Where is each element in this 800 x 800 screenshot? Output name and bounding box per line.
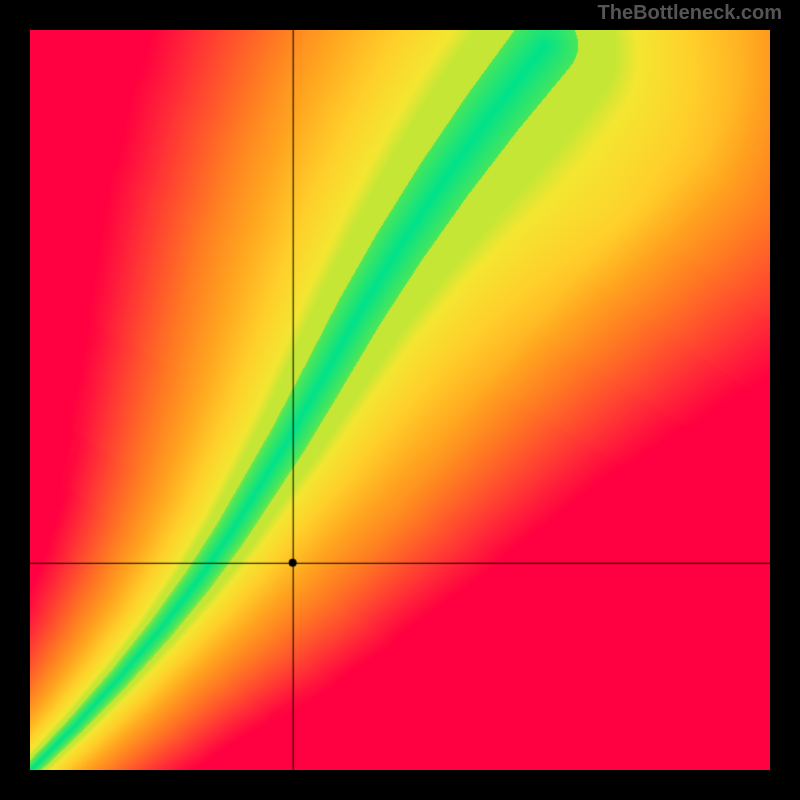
chart-container: TheBottleneck.com bbox=[0, 0, 800, 800]
bottleneck-heatmap bbox=[30, 30, 770, 770]
watermark-text: TheBottleneck.com bbox=[598, 2, 782, 25]
